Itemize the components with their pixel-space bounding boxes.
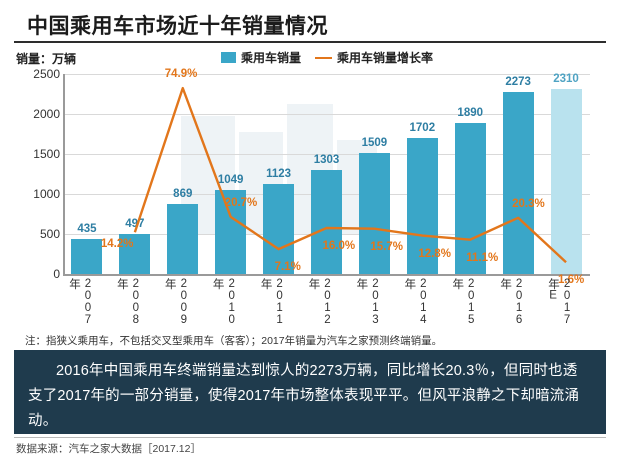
x-tick-label: 2017年E: [547, 278, 574, 326]
bar: [167, 204, 199, 274]
chart-legend: 乘用车销量 乘用车销量增长率: [221, 49, 433, 66]
growth-rate-label: 15.7%: [370, 240, 404, 253]
growth-rate-label: 20.7%: [224, 196, 258, 209]
x-tick-label: 2010年: [211, 278, 238, 326]
growth-rate-line: [133, 86, 567, 264]
chart-note: 注：指狭义乘用车，不包括交叉型乘用车（客客）；2017年销量为汽车之家预测终端销…: [25, 335, 443, 347]
bar-value-label: 1049: [217, 174, 244, 187]
growth-rate-label: 1.6%: [558, 274, 585, 287]
growth-rate-label: 20.3%: [512, 197, 545, 210]
grid-line: [63, 154, 590, 155]
title-divider: [14, 41, 606, 43]
caption-text: 2016年中国乘用车终端销量达到惊人的2273万辆，同比增长20.3％，但同时也…: [28, 363, 580, 429]
growth-rate-label: 12.8%: [418, 247, 451, 260]
bar: [119, 234, 151, 274]
x-tick-label: 2016年: [499, 278, 526, 326]
legend-swatch-bar-icon: [221, 52, 236, 63]
y-tick-label: 500: [39, 227, 60, 241]
x-tick-label: 2008年: [115, 278, 142, 326]
bar: [71, 239, 103, 274]
y-tick-label: 2000: [33, 107, 60, 121]
y-tick-label: 2500: [33, 67, 60, 81]
bar-value-label: 435: [77, 223, 97, 236]
bar-value-label: 2273: [505, 76, 531, 89]
source-divider: [14, 437, 606, 438]
growth-rate-label: 7.1%: [274, 261, 301, 274]
grid-line: [63, 114, 590, 115]
bar-value-label: 1303: [313, 153, 340, 166]
legend-item-line: 乘用车销量增长率: [315, 49, 433, 66]
y-axis-unit-label: 销量：万辆: [16, 52, 77, 66]
bar: [406, 137, 438, 274]
growth-rate-label: 74.9%: [164, 68, 198, 81]
bar: [263, 184, 295, 274]
legend-swatch-line-icon: [315, 56, 333, 59]
growth-rate-label: 14.2%: [100, 238, 134, 251]
page-title: 中国乘用车市场近十年销量情况: [27, 15, 328, 38]
x-axis-tick-labels: 2007年 2008年 2009年 2010年 2011年 2012年 2013年 2014年…: [63, 278, 590, 332]
x-tick-label: 2014年: [403, 278, 430, 326]
bar-value-label: 1702: [409, 121, 436, 134]
bar-series: 435 497 869 1049 1123 1303 1509 1702 1890 2273 231…: [63, 73, 590, 274]
y-tick-label: 1500: [33, 147, 60, 161]
plot-area: 435 497 869 1049 1123 1303 1509 1702 1890 2273 231…: [63, 68, 590, 286]
y-tick-label: 1000: [33, 187, 60, 201]
bar-value-label: 1509: [361, 137, 388, 150]
y-tick-label: 0: [53, 267, 60, 281]
grid-line: [63, 74, 590, 75]
legend-label-line: 乘用车销量增长率: [337, 51, 434, 65]
x-tick-label: 2012年: [307, 278, 334, 326]
y-axis-line: [63, 74, 65, 275]
x-tick-label: 2015年: [451, 278, 478, 326]
y-axis-tick-labels: 0 500 1000 1500 2000 2500: [14, 67, 60, 281]
bar-value-label: 869: [173, 188, 193, 201]
x-tick-label: 2007年: [67, 278, 94, 326]
bar-value-label: 1890: [457, 106, 484, 119]
x-tick-label: 2013年: [355, 278, 382, 326]
x-tick-label: 2011年: [259, 278, 286, 326]
bar: [215, 190, 247, 274]
bar: [502, 92, 534, 274]
growth-rate-label: 11.1%: [466, 251, 499, 264]
bar-value-label: 2310: [553, 73, 579, 86]
bar-value-label: 1123: [266, 168, 292, 181]
bar: [550, 89, 582, 274]
caption-box: 2016年中国乘用车终端销量达到惊人的2273万辆，同比增长20.3％，但同时也…: [14, 350, 606, 434]
legend-label-bar: 乘用车销量: [241, 51, 302, 65]
bar: [311, 169, 342, 274]
x-axis-line: [63, 274, 590, 276]
bar: [454, 122, 486, 274]
legend-item-bar: 乘用车销量: [221, 49, 301, 66]
bar: [358, 153, 390, 274]
source-text: 数据来源：汽车之家大数据［2017.12］: [16, 443, 201, 455]
growth-rate-label: 16.0%: [322, 240, 356, 252]
x-tick-label: 2009年: [163, 278, 190, 326]
